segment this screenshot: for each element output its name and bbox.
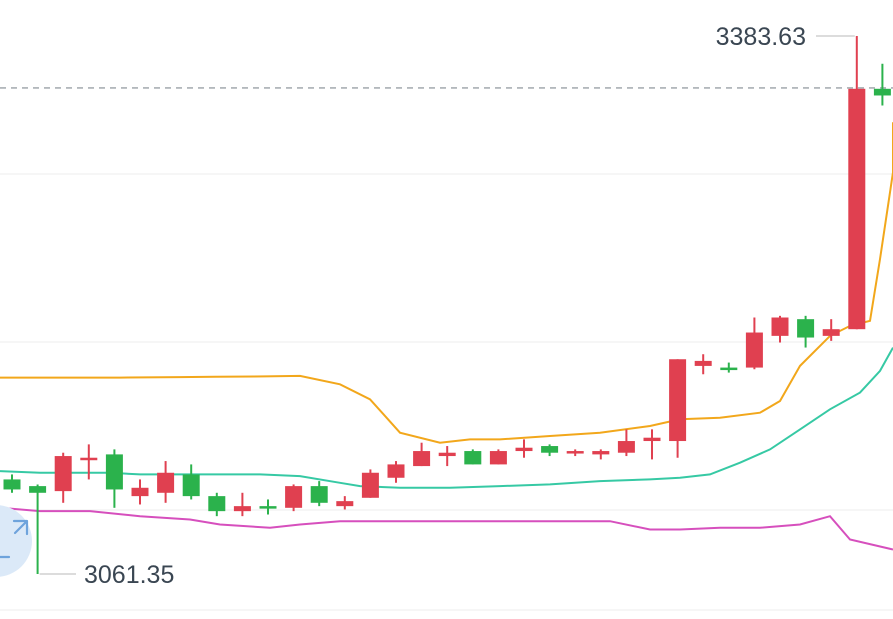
candle-body bbox=[413, 451, 431, 467]
candle-body bbox=[182, 474, 200, 497]
candle-body bbox=[54, 456, 72, 492]
candle-body bbox=[873, 88, 891, 96]
candle-body bbox=[157, 472, 175, 493]
candle-body bbox=[361, 472, 379, 498]
moving-average-mid-line bbox=[0, 347, 893, 489]
candle-body bbox=[822, 329, 840, 336]
candle-body bbox=[259, 506, 277, 509]
expand-arrows-icon[interactable] bbox=[0, 519, 29, 559]
candle-body bbox=[310, 486, 328, 503]
candle-body bbox=[489, 451, 507, 465]
candle-body bbox=[105, 454, 123, 490]
candle-body bbox=[285, 486, 303, 508]
candle-body bbox=[617, 441, 635, 453]
min-price-label: 3061.35 bbox=[84, 561, 174, 589]
moving-average-long-line bbox=[0, 506, 893, 551]
candle-body bbox=[643, 437, 661, 442]
candle-body bbox=[131, 487, 149, 497]
candle-body bbox=[80, 457, 98, 461]
moving-average-short-line bbox=[0, 122, 893, 444]
candle-body bbox=[387, 464, 405, 478]
grid-lines bbox=[0, 173, 893, 611]
candle-body bbox=[208, 496, 226, 512]
candle-body bbox=[592, 451, 610, 455]
candles-group bbox=[3, 36, 891, 574]
candle-body bbox=[464, 451, 482, 465]
candle-body bbox=[336, 501, 354, 507]
max-price-label: 3383.63 bbox=[716, 23, 806, 51]
candle-body bbox=[771, 317, 789, 336]
candle-body bbox=[669, 359, 687, 442]
candle-body bbox=[29, 486, 47, 493]
candle-body bbox=[797, 319, 815, 338]
candle-body bbox=[515, 447, 533, 452]
candle-body bbox=[566, 451, 584, 454]
candle-body bbox=[541, 446, 559, 453]
candle-body bbox=[694, 360, 712, 366]
expand-button-background[interactable] bbox=[0, 505, 32, 577]
candle-body bbox=[3, 479, 21, 490]
candle-body bbox=[233, 506, 251, 512]
candle-body bbox=[745, 332, 763, 368]
candle-body bbox=[438, 452, 456, 457]
candle-body bbox=[720, 367, 738, 371]
candle-body bbox=[848, 88, 866, 330]
expand-chart-button[interactable] bbox=[0, 505, 32, 577]
